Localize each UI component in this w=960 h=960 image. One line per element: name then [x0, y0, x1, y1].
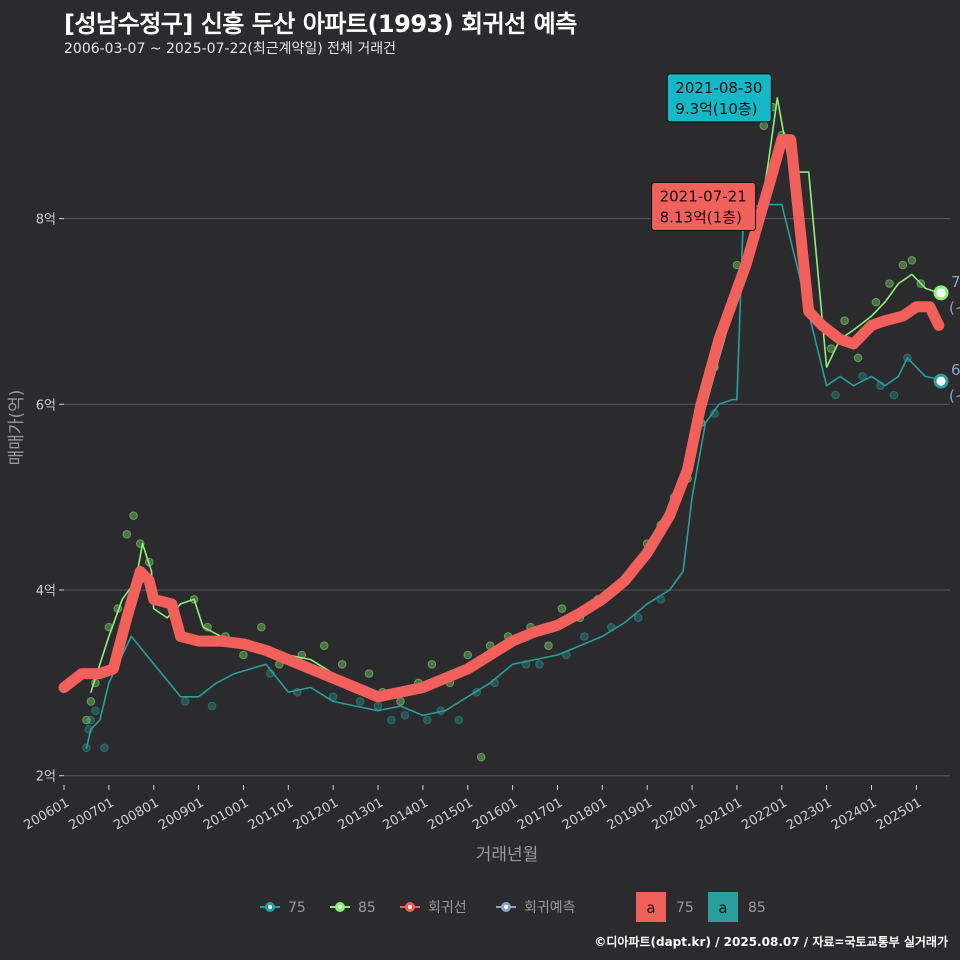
- scatter-point-s75: [207, 701, 217, 711]
- y-tick-label: 2억: [36, 770, 56, 785]
- scatter-point-s85: [319, 641, 329, 651]
- series-line-s85: [90, 97, 940, 703]
- end-label-value: 72,000: [951, 273, 960, 291]
- scatter-point-s85: [257, 622, 266, 632]
- scatter-point-s75: [633, 613, 643, 623]
- legend-dot-center: [504, 905, 508, 909]
- scatter-point-s85: [122, 529, 132, 539]
- scatter-point-s85: [337, 659, 347, 669]
- x-tick-label: 201601: [470, 795, 520, 833]
- scatter-point-s85: [898, 260, 908, 270]
- credit-line: ©디아파트(dapt.kr) / 2025.08.07 / 자료=국토교통부 실…: [594, 935, 948, 949]
- legend-box-glyph: a: [718, 899, 727, 917]
- scatter-point-s75: [454, 715, 464, 725]
- end-label-area: (~75㎡): [949, 387, 960, 405]
- scatter-point-s85: [885, 279, 894, 288]
- scatter-point-s75: [400, 711, 410, 720]
- x-tick-label: 201301: [336, 795, 386, 833]
- scatter-point-s85: [239, 650, 248, 660]
- x-tick-label: 202401: [829, 795, 879, 833]
- y-tick-label: 4억: [36, 584, 56, 599]
- end-point-s85: [933, 285, 949, 301]
- x-tick-label: 200601: [22, 795, 72, 833]
- x-tick-label: 202001: [650, 795, 700, 833]
- scatter-point-s85: [86, 697, 96, 706]
- x-axis-title: 거래년월: [476, 845, 539, 865]
- scatter-point-s75: [91, 706, 100, 716]
- x-tick-label: 200701: [66, 795, 116, 833]
- scatter-point-s85: [853, 353, 863, 363]
- scatter-point-s75: [831, 390, 840, 400]
- scatter-point-s85: [871, 297, 881, 307]
- x-tick-label: 201001: [201, 795, 251, 833]
- x-tick-label: 202501: [874, 795, 924, 833]
- scatter-point-s75: [86, 715, 96, 725]
- chart-title: [성남수정구] 신흥 두산 아파트(1993) 회귀선 예측: [64, 10, 577, 38]
- legend-box-glyph: a: [646, 899, 655, 917]
- scatter-point-s85: [396, 697, 405, 706]
- x-tick-label: 202201: [739, 795, 789, 833]
- end-label-area: (~85㎡): [949, 299, 960, 317]
- scatter-point-s75: [180, 697, 190, 706]
- legend-box: [636, 892, 666, 922]
- scatter-point-s85: [544, 641, 553, 651]
- end-point-s75: [933, 373, 949, 389]
- x-tick-label: 201701: [515, 795, 565, 833]
- annotation-box: [666, 73, 772, 123]
- annotation-value: 9.3억(10층): [675, 100, 757, 118]
- y-tick-label: 6억: [36, 398, 56, 413]
- scatter-point-s75: [423, 715, 432, 725]
- scatter-point-s75: [535, 659, 544, 669]
- legend-box: [708, 892, 738, 922]
- legend-dot-center: [268, 905, 272, 909]
- legend-label: 회귀선: [428, 900, 467, 916]
- annotation-date: 2021-08-30: [675, 79, 762, 97]
- scatter-point-s85: [364, 669, 374, 678]
- scatter-point-s85: [427, 659, 437, 669]
- scatter-point-s75: [387, 715, 396, 725]
- x-tick-label: 200901: [156, 795, 206, 833]
- x-tick-label: 201801: [560, 795, 610, 833]
- scatter-point-s85: [82, 715, 91, 725]
- series-line-regression: [58, 134, 945, 703]
- scatter-point-s75: [373, 701, 383, 711]
- scatter-point-s85: [840, 316, 849, 326]
- legend-label: 회귀예측: [524, 900, 576, 916]
- scatter-point-s85: [476, 752, 486, 762]
- x-tick-label: 201101: [246, 795, 296, 833]
- annotation-date: 2021-07-21: [660, 188, 747, 206]
- x-tick-label: 201501: [425, 795, 475, 833]
- series-line-s75: [85, 203, 940, 749]
- scatter-point-s75: [100, 743, 109, 753]
- x-tick-label: 200801: [111, 795, 161, 833]
- legend-dot-center: [408, 905, 412, 909]
- legend-dot-center: [338, 905, 342, 909]
- scatter-point-s75: [355, 697, 365, 706]
- scatter-point-s85: [557, 604, 567, 613]
- x-tick-label: 201201: [291, 795, 341, 833]
- x-tick-label: 202101: [694, 795, 744, 833]
- annotation-value: 8.13억(1층): [660, 209, 742, 227]
- y-axis-title: 매매가(억): [7, 390, 27, 466]
- y-tick-label: 8억: [36, 213, 56, 228]
- scatter-point-s85: [907, 256, 917, 265]
- scatter-point-s85: [759, 121, 769, 131]
- scatter-point-s75: [580, 632, 589, 641]
- x-tick-label: 201401: [380, 795, 430, 833]
- chart-subtitle: 2006-03-07 ~ 2025-07-22(최근계약일) 전체 거래건: [64, 41, 396, 57]
- legend-label: 85: [358, 900, 376, 916]
- x-tick-label: 201901: [605, 795, 655, 833]
- x-tick-label: 202301: [784, 795, 834, 833]
- legend-label: 75: [288, 900, 306, 916]
- scatter-point-s75: [889, 390, 899, 400]
- scatter-point-s85: [463, 650, 473, 660]
- annotation-box: [651, 182, 757, 231]
- legend-box-label: 75: [676, 900, 694, 916]
- scatter-point-s85: [129, 511, 138, 521]
- legend-box-label: 85: [748, 900, 766, 916]
- end-label-value: 62,533: [951, 361, 960, 379]
